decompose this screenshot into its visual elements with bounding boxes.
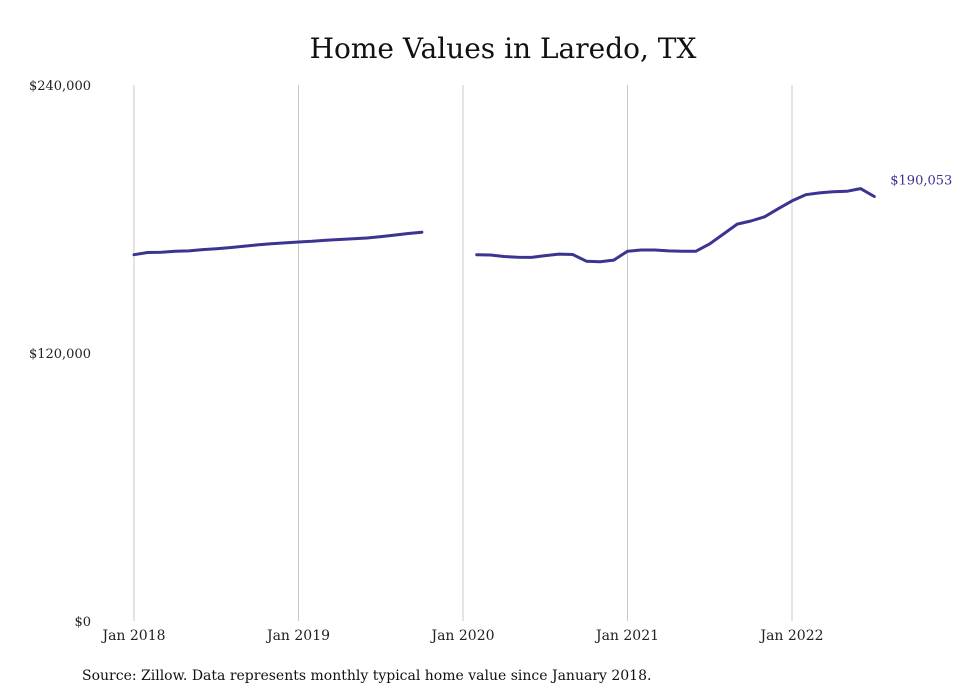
source-note: Source: Zillow. Data represents monthly … — [82, 668, 652, 684]
series-line-segment — [132, 230, 424, 257]
x-tick-label: Jan 2020 — [429, 628, 494, 644]
series-line-segment — [475, 187, 876, 264]
data-labels: $190,053 — [890, 174, 952, 189]
y-tick-label: $240,000 — [29, 79, 91, 94]
gridlines — [133, 85, 793, 621]
series-lines — [132, 187, 876, 264]
y-tick-label: $0 — [74, 615, 91, 630]
y-axis-ticks: $0 $120,000 $240,000 — [29, 79, 91, 630]
x-axis-ticks: Jan 2018 Jan 2019 Jan 2020 Jan 2021 Jan 2022 — [100, 628, 823, 644]
x-tick-label: Jan 2022 — [758, 628, 823, 644]
end-value-label: $190,053 — [890, 174, 952, 189]
y-tick-label: $120,000 — [29, 347, 91, 362]
chart-title: Home Values in Laredo, TX — [309, 32, 697, 65]
x-tick-label: Jan 2021 — [594, 628, 659, 644]
x-tick-label: Jan 2019 — [265, 628, 330, 644]
x-tick-label: Jan 2018 — [100, 628, 165, 644]
